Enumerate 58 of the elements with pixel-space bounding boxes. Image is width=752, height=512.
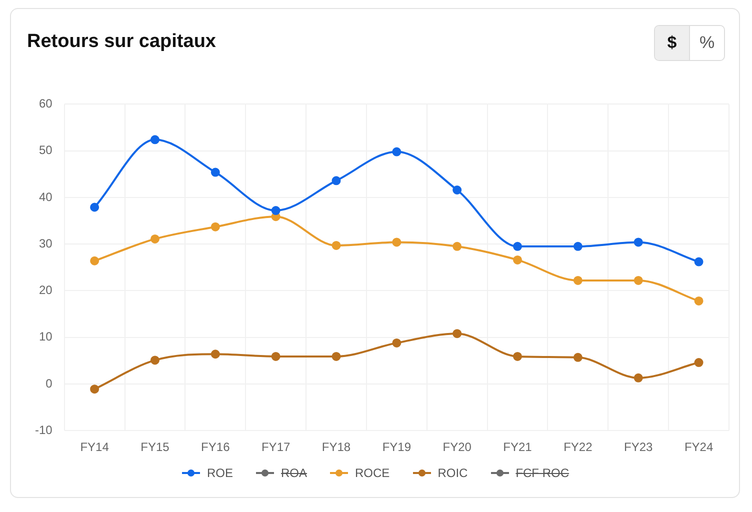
y-tick-label: 40	[38, 190, 53, 204]
point	[210, 222, 220, 232]
point	[694, 358, 704, 368]
point	[150, 356, 160, 365]
point	[271, 206, 280, 216]
point	[392, 147, 402, 156]
x-tick-label: FY19	[382, 440, 412, 454]
point	[452, 329, 462, 338]
point	[694, 296, 704, 306]
y-tick-label: 50	[38, 143, 53, 158]
y-tick-label: 10	[38, 330, 53, 344]
point	[90, 256, 100, 266]
x-tick-label: FY24	[684, 440, 714, 454]
legend-label: ROIC	[438, 465, 468, 481]
x-tick-label: FY22	[564, 440, 593, 454]
point	[694, 257, 704, 266]
point	[332, 176, 341, 186]
x-tick-label: FY23	[624, 440, 654, 454]
y-tick-label: -10	[35, 422, 53, 437]
point	[150, 135, 160, 144]
y-tick-label: 30	[38, 236, 53, 250]
legend-label: ROE	[206, 465, 233, 481]
y-tick-label: 60	[38, 96, 53, 111]
point	[452, 242, 462, 251]
x-tick-label: FY18	[322, 440, 351, 454]
chart-title: Retours sur capitaux	[27, 31, 216, 53]
y-tick-label: 0	[46, 376, 53, 390]
point	[210, 168, 220, 177]
legend-label: FCF ROC	[516, 465, 570, 481]
x-tick-label: FY16	[201, 440, 230, 454]
point	[513, 242, 522, 251]
point	[90, 202, 100, 212]
point	[513, 255, 522, 264]
point	[150, 234, 160, 244]
point	[332, 240, 341, 250]
point	[573, 352, 582, 362]
legend-label: ROA	[281, 465, 308, 481]
point	[634, 276, 643, 285]
point	[332, 352, 341, 361]
legend-label: ROCE	[355, 465, 390, 481]
x-tick-label: FY17	[261, 440, 290, 454]
point	[573, 242, 582, 251]
unit-toggle: $ %	[654, 25, 725, 61]
point	[90, 384, 100, 394]
point	[392, 338, 402, 348]
x-tick-label: FY15	[140, 440, 170, 454]
point	[634, 238, 643, 247]
point	[634, 373, 643, 382]
point	[573, 276, 582, 285]
x-tick-label: FY21	[503, 440, 532, 454]
point	[271, 352, 280, 361]
point	[392, 238, 402, 247]
x-tick-label: FY20	[442, 440, 472, 454]
point	[210, 350, 220, 359]
y-tick-label: 20	[38, 283, 53, 298]
x-tick-label: FY14	[80, 440, 110, 454]
point	[452, 185, 462, 194]
point	[513, 352, 522, 361]
